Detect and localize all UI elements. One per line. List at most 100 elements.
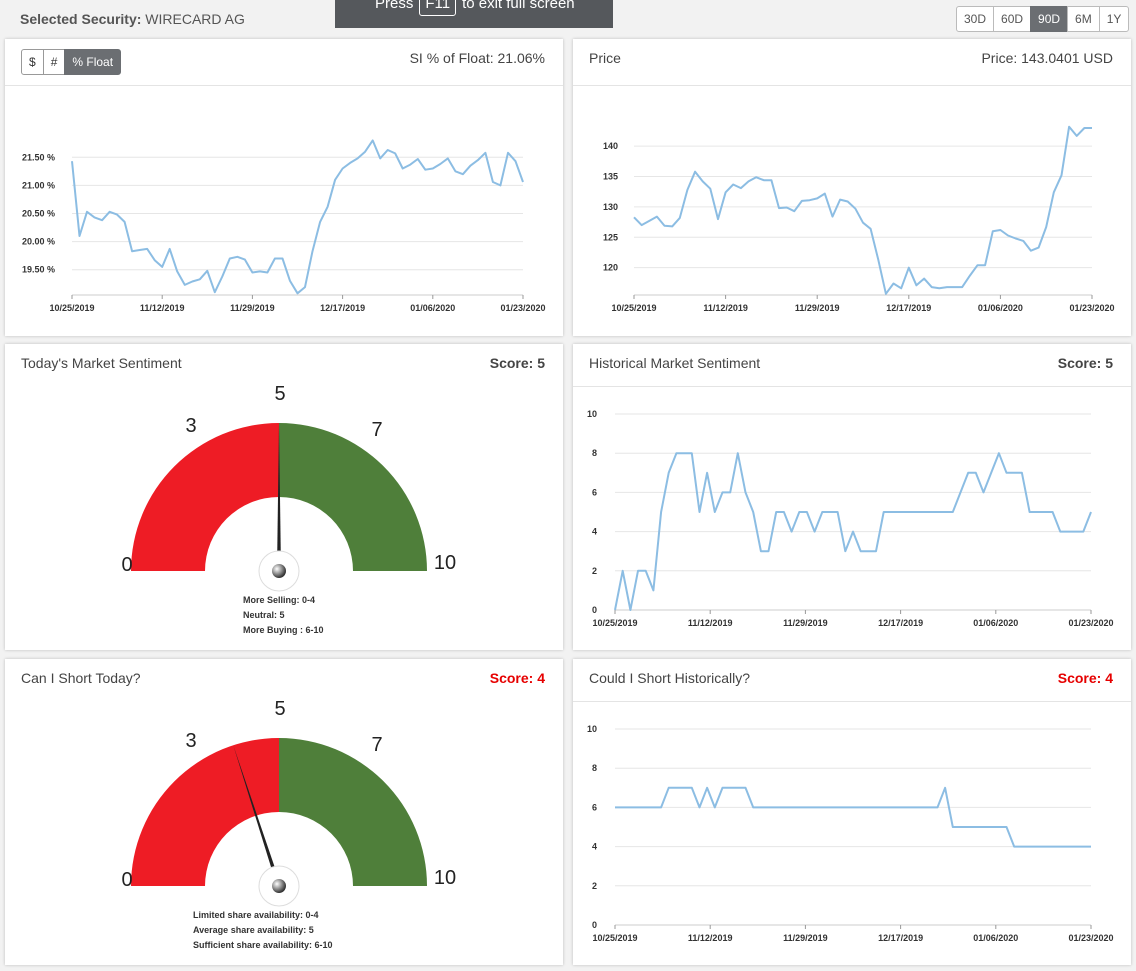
gauge-scale-label: 5 [274, 383, 285, 405]
gauge-legend-item: More Selling: 0-4 [243, 595, 315, 605]
gauge-scale-label: 10 [434, 867, 456, 889]
si-chart: 19.50 % 20.00 % 20.50 % 21.00 % 21.50 % 10/25… [22, 139, 546, 313]
gauge-scale-label: 0 [121, 869, 132, 891]
gauge-legend-item: Sufficient share availability: 6-10 [193, 940, 333, 950]
price-panel: Price Price: 143.0401 USD 120 125 130 135 14… [573, 39, 1131, 336]
x-tick-label: 10/25/2019 [49, 303, 94, 313]
gauge-hub [272, 564, 286, 578]
y-tick-label: 6 [592, 802, 597, 812]
today-sentiment-title: Today's Market Sentiment [21, 355, 182, 371]
y-tick-label: 125 [603, 232, 618, 242]
gauge-scale-label: 3 [185, 415, 196, 437]
gauge-needle [233, 745, 281, 887]
y-tick-label: 8 [592, 763, 597, 773]
gauge-red-segment [131, 423, 279, 571]
short-historical-chart: 0 2 4 6 8 10 10/25/2019 11/12/2019 11/29/2019 12/… [587, 724, 1114, 943]
y-tick-label: 20.50 % [22, 209, 55, 219]
x-tick-label: 11/12/2019 [688, 933, 733, 943]
x-tick-label: 12/17/2019 [886, 303, 931, 313]
f11-key: F11 [419, 0, 457, 16]
gauge-legend-item: Average share availability: 5 [193, 925, 314, 935]
x-tick-label: 01/23/2020 [1069, 303, 1114, 313]
x-tick-label: 12/17/2019 [878, 618, 923, 628]
series-line [71, 139, 524, 295]
short-today-panel: Can I Short Today? Score: 4 0 3 5 7 10 Limite… [5, 659, 563, 965]
gauge-green-segment [279, 738, 427, 886]
series-line [614, 452, 1092, 611]
gauge-legend-item: Limited share availability: 0-4 [193, 910, 319, 920]
x-tick-label: 01/23/2020 [1068, 618, 1113, 628]
historical-sentiment-panel: Historical Market Sentiment Score: 5 0 2 4… [573, 344, 1131, 650]
x-tick-label: 11/29/2019 [783, 933, 828, 943]
historical-sentiment-score: Score: 5 [1057, 355, 1113, 371]
x-tick-label: 10/25/2019 [592, 618, 637, 628]
y-tick-label: 10 [587, 409, 597, 419]
short-today-title: Can I Short Today? [21, 670, 141, 686]
period-60d-button[interactable]: 60D [993, 6, 1032, 32]
x-tick-label: 01/06/2020 [973, 618, 1018, 628]
fullscreen-prefix: Press [375, 0, 414, 12]
gauge-red-segment [131, 738, 279, 886]
period-30d-button[interactable]: 30D [956, 6, 995, 32]
short-historical-score: Score: 4 [1057, 670, 1113, 686]
y-tick-label: 140 [603, 141, 618, 151]
period-1y-button[interactable]: 1Y [1098, 6, 1130, 32]
fullscreen-notice: Press F11 to exit full screen [335, 0, 613, 28]
series-line [633, 125, 1092, 295]
selected-security-label: Selected Security: [20, 11, 142, 27]
y-tick-label: 4 [592, 527, 597, 537]
gauge-green-segment [279, 423, 427, 571]
y-tick-label: 4 [592, 842, 597, 852]
y-tick-label: 21.00 % [22, 180, 55, 190]
price-value: Price: 143.0401 USD [981, 50, 1113, 66]
gauge-scale-label: 10 [434, 552, 456, 574]
fullscreen-suffix: to exit full screen [462, 0, 575, 12]
historical-sentiment-title: Historical Market Sentiment [589, 355, 761, 371]
sentiment-gauge: 0 3 5 7 10 More Selling: 0-4 Neutral: 5 More Bu… [121, 383, 456, 635]
x-tick-label: 10/25/2019 [611, 303, 656, 313]
float-toggle-button[interactable]: % Float [64, 49, 122, 75]
x-tick-label: 11/29/2019 [795, 303, 840, 313]
gauge-scale-label: 7 [371, 734, 382, 756]
period-90d-button[interactable]: 90D [1030, 6, 1069, 32]
x-tick-label: 11/12/2019 [140, 303, 185, 313]
short-historical-title: Could I Short Historically? [589, 670, 751, 686]
x-tick-label: 01/23/2020 [500, 303, 545, 313]
short-interest-panel: $ # % Float SI % of Float: 21.06% 19.50 … [5, 39, 563, 336]
y-tick-label: 120 [603, 263, 618, 273]
price-chart: 120 125 130 135 140 10/25/2019 11/12/2019 11/29… [603, 125, 1115, 313]
count-toggle-button[interactable]: # [42, 49, 66, 75]
y-tick-label: 130 [603, 202, 618, 212]
price-title: Price [589, 50, 621, 66]
historical-sentiment-chart: 0 2 4 6 8 10 10/25/2019 11/12/2019 11/29/2019 12/… [587, 409, 1114, 628]
y-tick-label: 19.50 % [22, 265, 55, 275]
price-header: Price Price: 143.0401 USD [573, 39, 1131, 86]
gauge-scale-label: 0 [121, 554, 132, 576]
gauge-hub [272, 879, 286, 893]
gauge-needle [277, 423, 281, 571]
gauge-legend-item: More Buying : 6-10 [243, 625, 324, 635]
y-tick-label: 6 [592, 487, 597, 497]
series-line [615, 786, 1091, 848]
si-unit-toggle: $ # % Float [21, 49, 122, 75]
y-tick-label: 8 [592, 448, 597, 458]
x-tick-label: 01/23/2020 [1068, 933, 1113, 943]
today-sentiment-panel: Today's Market Sentiment Score: 5 0 3 5 7 10… [5, 344, 563, 650]
gauge-legend-item: Neutral: 5 [243, 610, 285, 620]
gauge-scale-label: 3 [185, 730, 196, 752]
x-tick-label: 01/06/2020 [410, 303, 455, 313]
period-6m-button[interactable]: 6M [1067, 6, 1100, 32]
x-tick-label: 11/12/2019 [703, 303, 748, 313]
x-tick-label: 12/17/2019 [320, 303, 365, 313]
y-tick-label: 0 [592, 920, 597, 930]
x-tick-label: 01/06/2020 [973, 933, 1018, 943]
short-today-score: Score: 4 [489, 670, 545, 686]
top-bar: Selected Security: WIRECARD AG Press F11 t… [0, 0, 1136, 38]
y-tick-label: 135 [603, 172, 618, 182]
period-selector: 30D 60D 90D 6M 1Y [956, 6, 1130, 32]
y-tick-label: 2 [592, 566, 597, 576]
gauge-scale-label: 7 [371, 419, 382, 441]
si-float-value: SI % of Float: 21.06% [409, 50, 545, 66]
selected-security: Selected Security: WIRECARD AG [20, 11, 245, 27]
x-tick-label: 01/06/2020 [978, 303, 1023, 313]
